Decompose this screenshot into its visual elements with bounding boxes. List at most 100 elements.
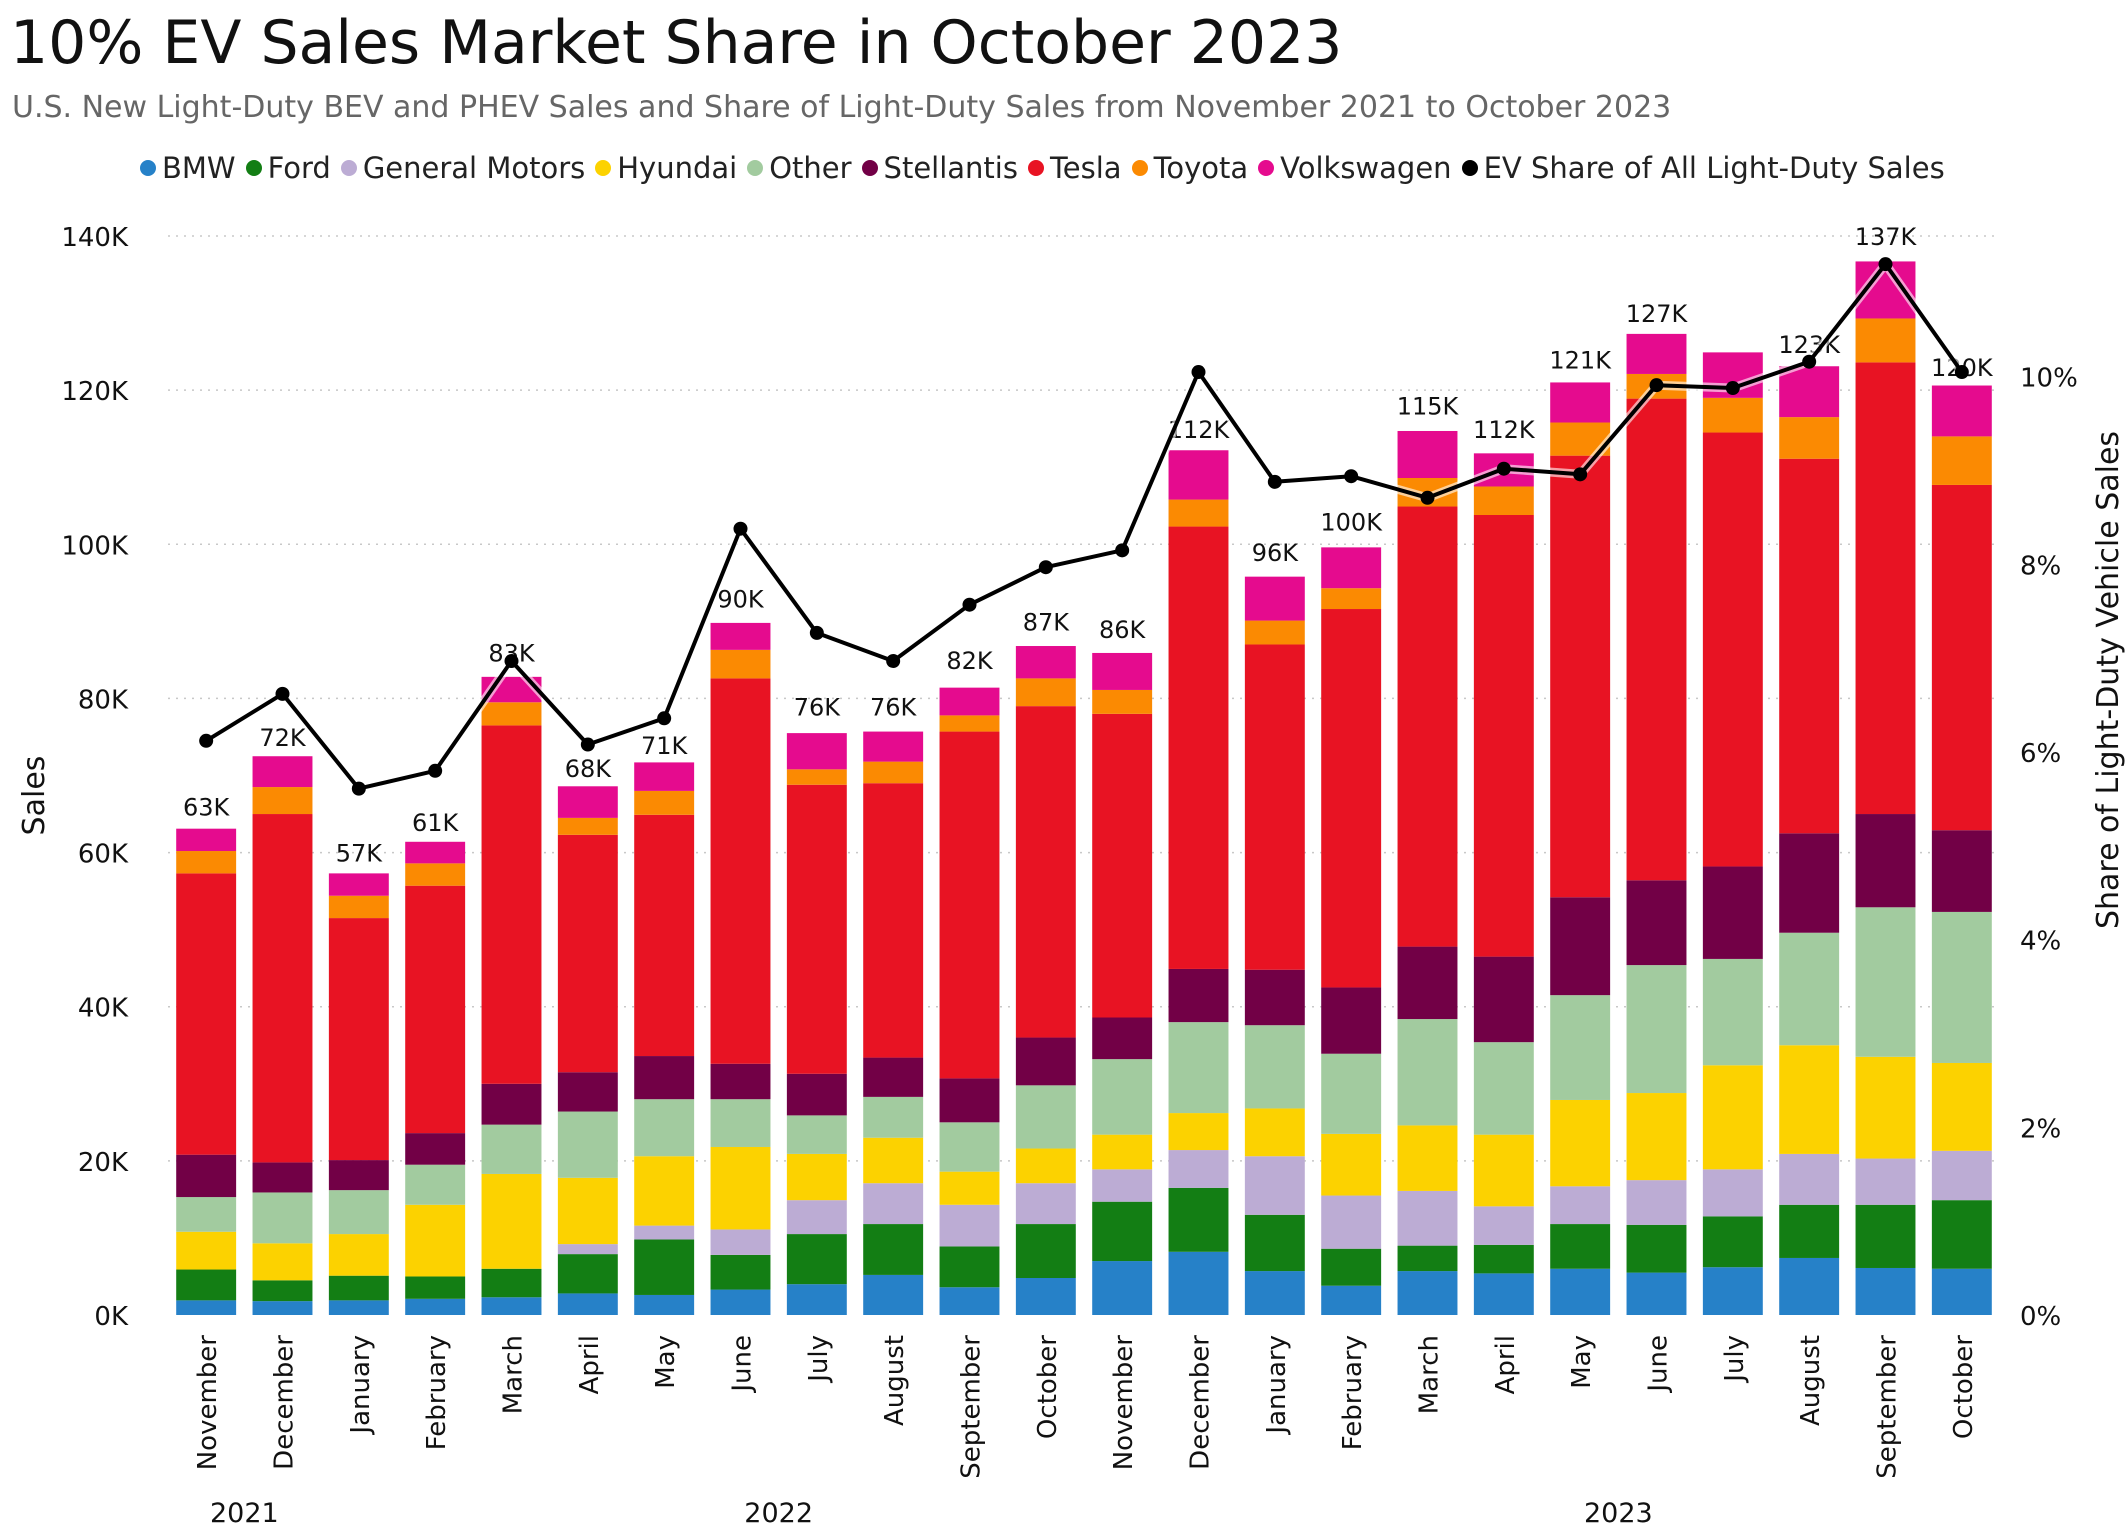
total-label: 76K	[794, 693, 842, 721]
bar-segment	[786, 1073, 847, 1116]
bar-segment	[1092, 689, 1153, 714]
bar-segment	[1550, 1099, 1611, 1187]
bar-segment	[710, 1289, 771, 1315]
bar-segment	[1550, 995, 1611, 1100]
bar-segment	[863, 1224, 924, 1275]
bar-segment	[1702, 1169, 1763, 1217]
bar-segment	[1855, 1056, 1916, 1159]
bar-segment	[1244, 644, 1305, 970]
total-label: 100K	[1320, 508, 1383, 536]
total-label: 137K	[1855, 223, 1918, 251]
x-tick-label: July	[804, 1335, 834, 1384]
bar-segment	[863, 1137, 924, 1184]
legend-marker	[340, 160, 357, 176]
bar-segment	[405, 1164, 466, 1205]
share-point	[1267, 474, 1282, 489]
share-point	[1191, 365, 1206, 380]
total-label: 90K	[717, 585, 765, 613]
legend-label: Toyota	[1153, 151, 1249, 185]
share-point	[428, 763, 443, 778]
year-label: 2023	[1584, 1498, 1653, 1529]
bar-segment	[1015, 646, 1076, 679]
year-label: 2022	[744, 1498, 813, 1529]
bar-segment	[786, 1284, 847, 1315]
legend-item: BMW	[140, 151, 236, 185]
bar-segment	[1473, 1244, 1534, 1274]
bar-segment	[1397, 1019, 1458, 1126]
bar-segment	[176, 1269, 237, 1301]
share-point	[886, 654, 901, 669]
bar-segment	[1092, 713, 1153, 1018]
bar-segment	[1779, 1045, 1840, 1154]
bar-segment	[1015, 706, 1076, 1038]
bar-segment	[1779, 417, 1840, 459]
share-point	[351, 781, 366, 796]
legend-marker	[140, 160, 156, 176]
bar-segment	[1855, 1158, 1916, 1205]
bar-segment	[1321, 1195, 1382, 1249]
bar-segment	[328, 1300, 389, 1315]
chart-legend: BMW Ford General Motors Hyundai Other Stellan…	[140, 150, 1955, 186]
x-tick-label: December	[270, 1335, 300, 1470]
x-tick-label: November	[193, 1335, 223, 1471]
legend-marker	[245, 160, 262, 176]
x-tick-label: January	[346, 1335, 376, 1436]
share-point	[809, 625, 824, 640]
bar-segment	[1015, 1037, 1076, 1086]
bar-segment	[1244, 1025, 1305, 1109]
x-tick-label: September	[957, 1335, 987, 1479]
share-point	[1649, 378, 1664, 393]
bar-segment	[863, 761, 924, 784]
y-tick-label: 0K	[94, 1302, 129, 1332]
share-point	[1878, 257, 1893, 272]
bar-segment	[1015, 678, 1076, 707]
bar-segment	[786, 1115, 847, 1154]
bar-segment	[634, 1156, 695, 1226]
bar-segment	[710, 1254, 771, 1290]
bar-segment	[1168, 526, 1229, 969]
legend-item: Ford	[245, 151, 331, 185]
bar-segment	[786, 733, 847, 770]
bar-segment	[710, 1146, 771, 1230]
bar-segment	[252, 787, 313, 815]
bar-segment	[1168, 1113, 1229, 1151]
bar-segment	[1550, 897, 1611, 996]
y2-tick-label: 10%	[2020, 364, 2078, 394]
bar-segment	[634, 1056, 695, 1100]
y-tick-label: 100K	[61, 531, 129, 561]
year-label: 2021	[210, 1498, 279, 1529]
bar-segment	[1321, 1053, 1382, 1134]
bar-segment	[1931, 385, 1992, 437]
total-label: 121K	[1549, 346, 1612, 374]
bar-segment	[1931, 911, 1992, 1063]
bar-segment	[1092, 652, 1153, 690]
legend-item: Stellantis	[861, 151, 1018, 185]
bar-segment	[405, 1298, 466, 1315]
bar-segment	[939, 715, 1000, 732]
bar-segment	[176, 851, 237, 874]
bar-segment	[481, 702, 542, 726]
bar-segment	[863, 731, 924, 762]
total-label: 82K	[946, 647, 994, 675]
legend-item: Toyota	[1131, 151, 1249, 185]
total-label: 86K	[1099, 616, 1147, 644]
bar-segment	[1321, 547, 1382, 589]
bar-segment	[1855, 318, 1916, 363]
bar-segment	[1779, 1257, 1840, 1315]
bar-segment	[1931, 484, 1992, 831]
bar-segment	[634, 1294, 695, 1315]
bar-segment	[557, 834, 618, 1073]
bar-segment	[1473, 1206, 1534, 1245]
bar-segment	[1015, 1278, 1076, 1315]
bar-segment	[1702, 397, 1763, 433]
bar-segment	[1321, 609, 1382, 988]
bar-segment	[557, 1293, 618, 1315]
legend-label: Stellantis	[883, 151, 1018, 185]
bar-segment	[1626, 333, 1687, 374]
bar-segment	[1931, 436, 1992, 485]
bar-segment	[1244, 1214, 1305, 1272]
bar-segment	[1092, 1261, 1153, 1315]
bar-segment	[1626, 965, 1687, 1094]
x-tick-label: August	[880, 1335, 910, 1426]
